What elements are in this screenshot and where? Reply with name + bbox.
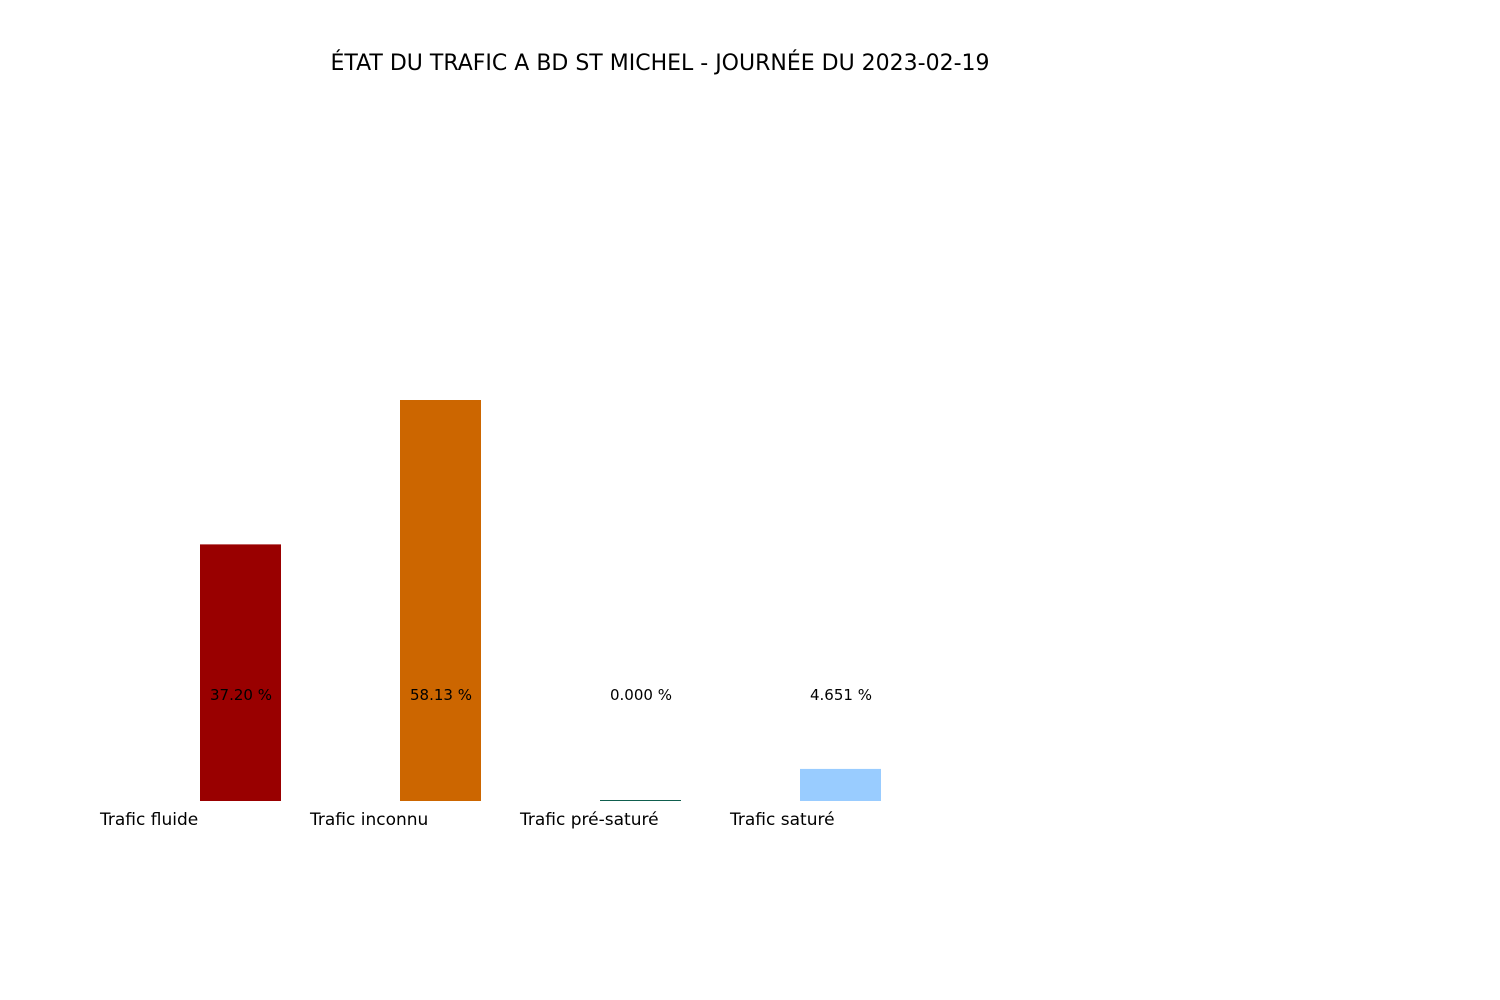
- category-label-1: Trafic fluide: [99, 810, 198, 830]
- value-label-1: 37.20 %: [210, 686, 272, 704]
- bar-2: [400, 400, 481, 801]
- category-label-3: Trafic pré-saturé: [519, 810, 659, 830]
- value-labels-layer: 37.20 % 58.13 % 0.000 % 4.651 %: [210, 686, 872, 704]
- category-label-4: Trafic saturé: [729, 810, 835, 830]
- value-label-2: 58.13 %: [410, 686, 472, 704]
- bar-1: [200, 544, 281, 801]
- bar-4: [800, 768, 881, 801]
- category-labels-layer: Trafic fluide Trafic inconnu Trafic pré-sa…: [99, 810, 835, 830]
- value-label-4: 4.651 %: [810, 686, 872, 704]
- bars-layer: [200, 400, 881, 801]
- value-label-3: 0.000 %: [610, 686, 672, 704]
- bar-3: [600, 800, 681, 801]
- category-label-2: Trafic inconnu: [309, 810, 428, 830]
- chart-title: ÉTAT DU TRAFIC A BD ST MICHEL - JOURNÉE …: [330, 50, 989, 76]
